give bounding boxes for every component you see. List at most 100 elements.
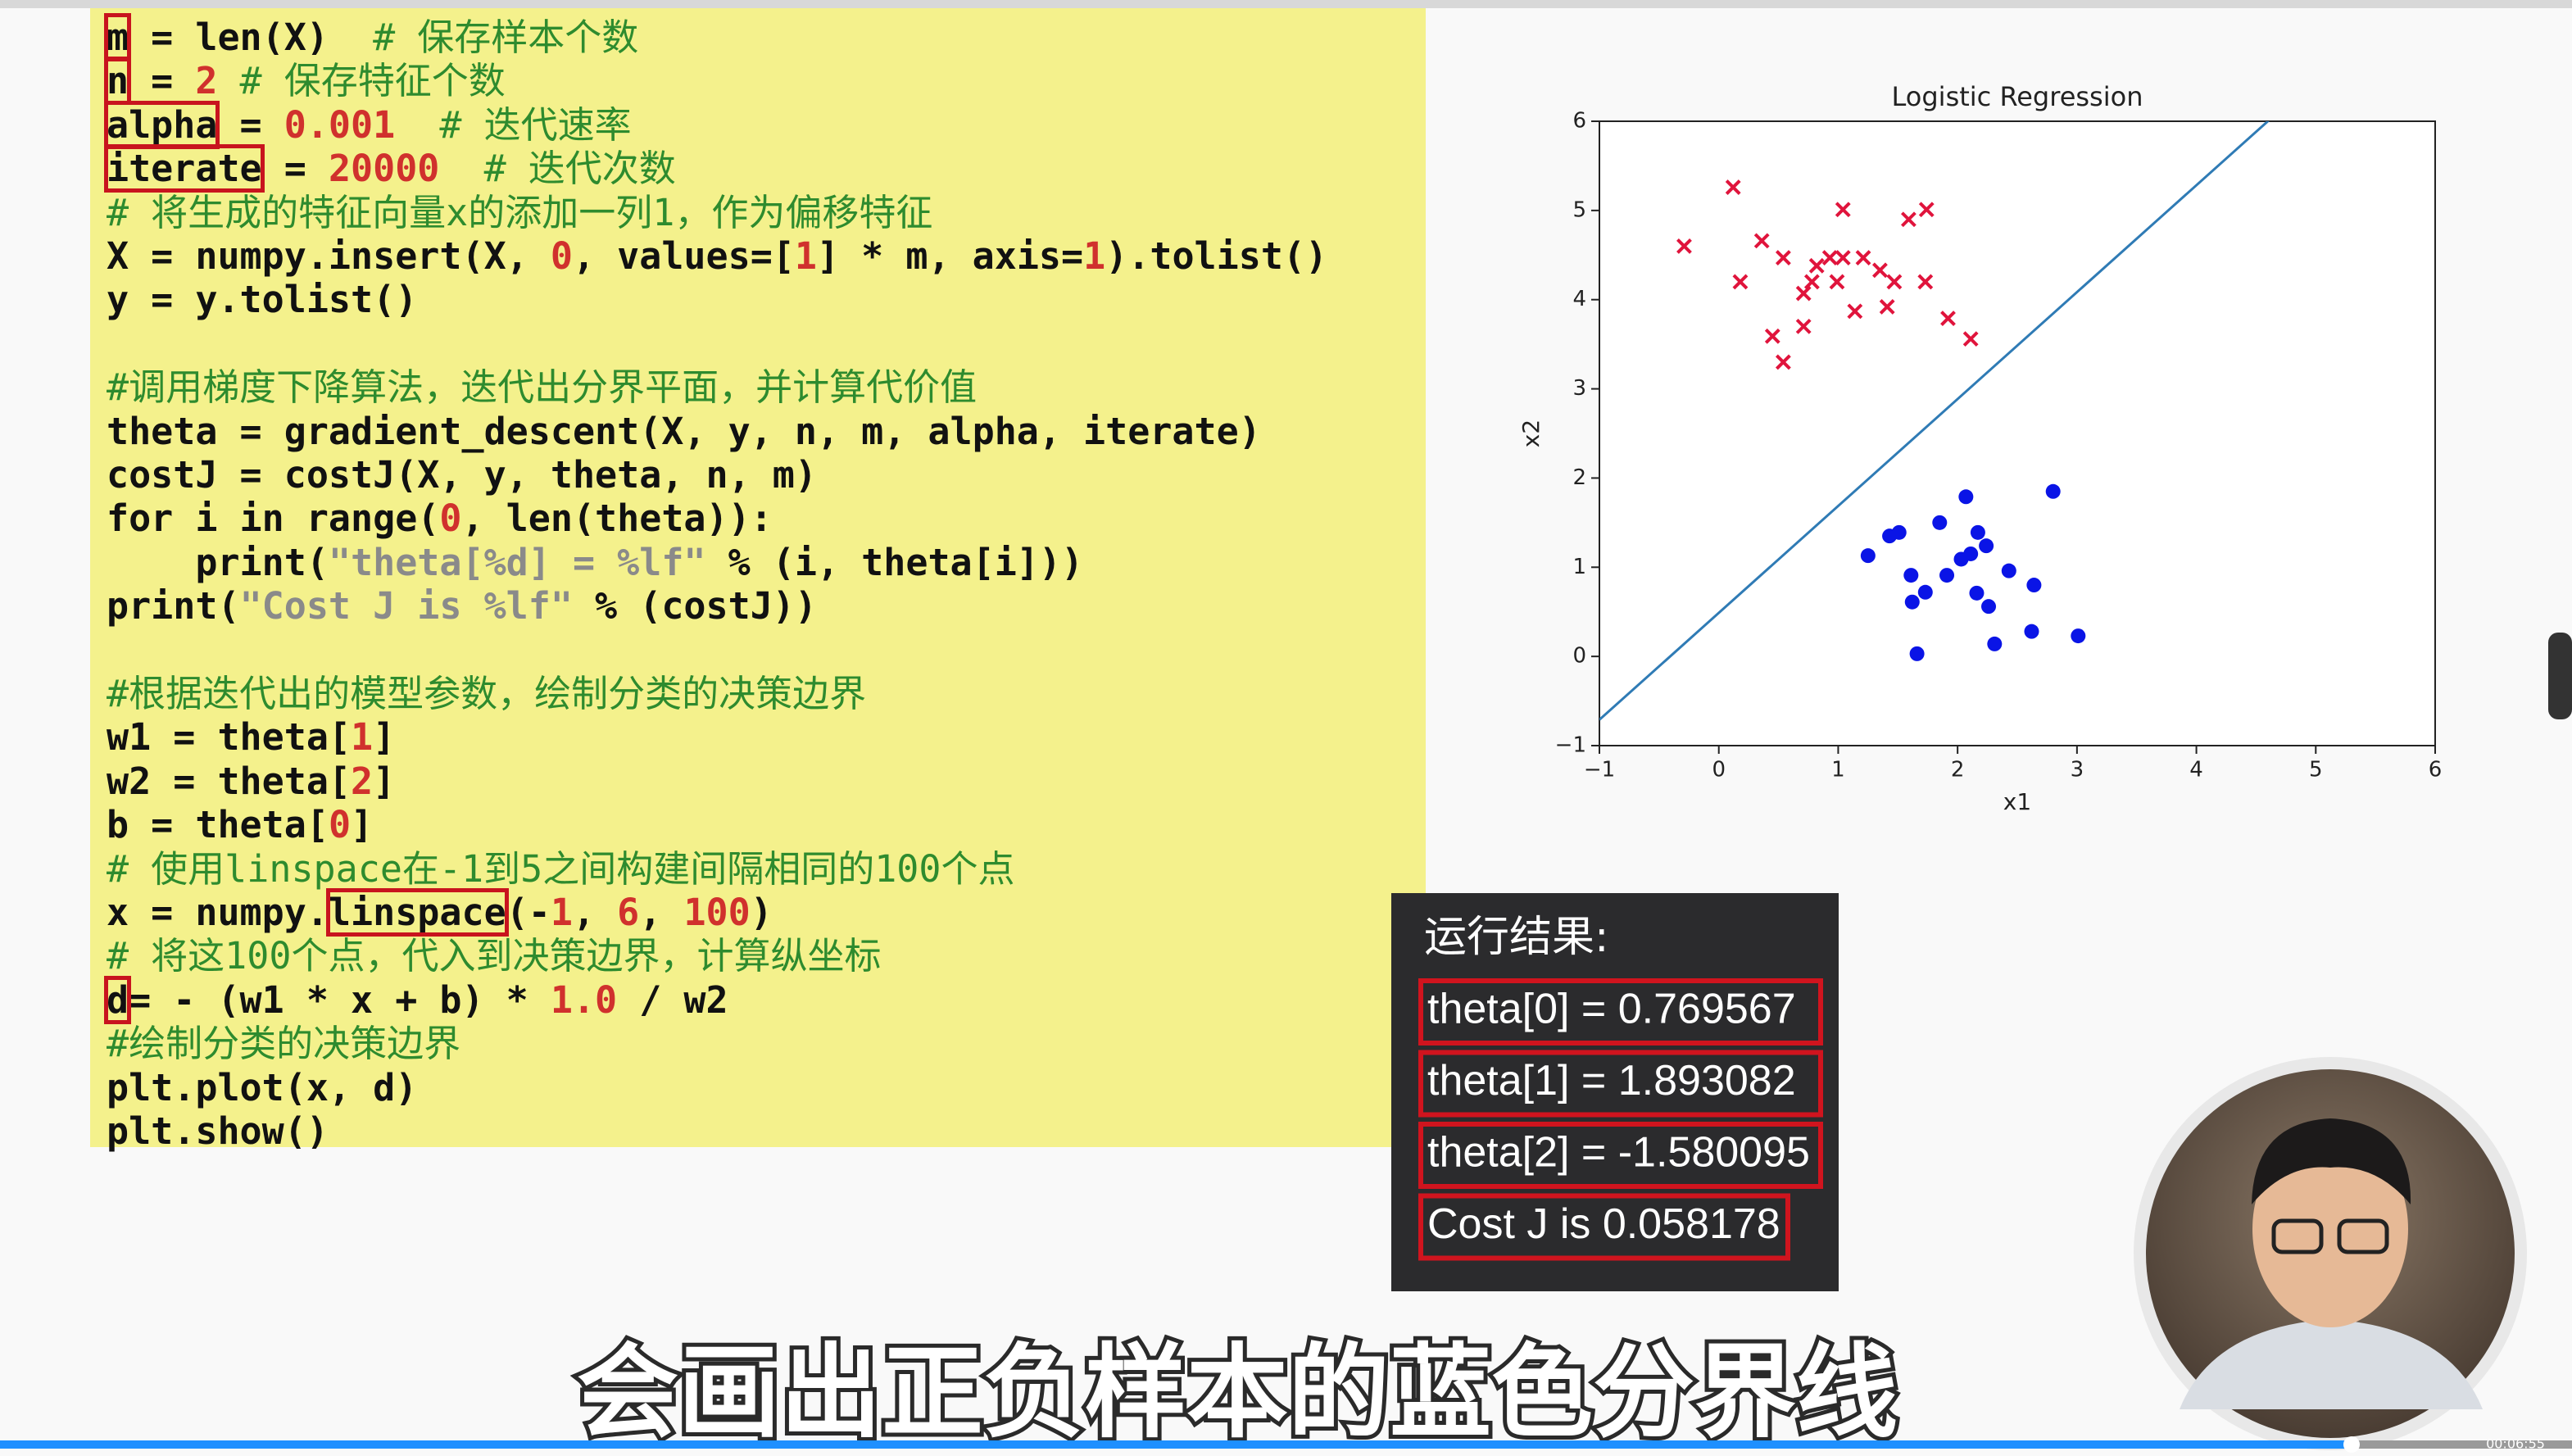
positive-sample (2001, 563, 2016, 578)
negative-sample (1855, 250, 1871, 265)
result-line: theta[2] = -1.580095 (1427, 1129, 1810, 1177)
positive-sample (1909, 646, 1925, 661)
code-token: ).tolist() (1105, 234, 1328, 278)
code-token: # 将这100个点，代入到决策边界，计算纵坐标 (107, 934, 882, 978)
x-tick-label: 1 (1831, 758, 1845, 782)
top-bar (0, 0, 2572, 8)
positive-sample (1939, 568, 1955, 583)
negative-sample (1835, 202, 1851, 218)
negative-sample (1917, 274, 1934, 290)
code-line: # 使用linspace在-1到5之间构建间隔相同的100个点 (107, 847, 1014, 891)
result-line: theta[1] = 1.893082 (1427, 1057, 1796, 1104)
result-text: 运行结果: theta[0] = 0.769567 theta[1] = 1.893… (1418, 913, 1823, 1261)
result-line: Cost J is 0.058178 (1427, 1200, 1780, 1248)
code-token: = - (w1 * x + b) * (129, 977, 551, 1022)
presenter-glasses (2337, 1218, 2389, 1254)
result-line: theta[0] = 0.769567 (1427, 986, 1796, 1033)
code-token: 0.001 (284, 102, 396, 147)
code-token: # 使用linspace在-1到5之间构建间隔相同的100个点 (107, 846, 1015, 891)
code-line: theta = gradient_descent(X, y, n, m, alp… (107, 410, 1261, 453)
code-panel: m = len(X) # 保存样本个数 n = 2 # 保存特征个数 alpha =… (90, 8, 1426, 1153)
code-token: ] * m, axis= (816, 234, 1084, 278)
positive-sample (1987, 636, 2003, 651)
code-token: for i in range( (107, 497, 440, 541)
code-line: for i in range(0, len(theta)): (107, 497, 773, 540)
positive-sample (1917, 584, 1933, 600)
decision-boundary (1599, 121, 2270, 721)
code-token: # 迭代次数 (439, 147, 676, 191)
positive-sample (1979, 538, 1994, 554)
positive-sample (1958, 489, 1974, 505)
code-token: print( (107, 540, 329, 584)
code-line: x = numpy.linspace(-1, 6, 100) (107, 888, 773, 937)
code-line: # 将生成的特征向量x的添加一列1，作为偏移特征 (107, 191, 932, 234)
code-line: plt.plot(x, d) (107, 1066, 417, 1109)
negative-sample (1879, 299, 1895, 315)
highlighted-token: n (103, 57, 132, 106)
negative-sample (1900, 211, 1917, 228)
code-token: 1 (550, 891, 573, 934)
chart: Logistic Regression x1 x2 −1 0 1 2 3 4 5 6 −1 0 1 2 3 4 5… (1517, 81, 2442, 815)
y-tick-label: 4 (1572, 287, 1586, 311)
code-token: ] (351, 803, 374, 847)
positive-sample (1860, 548, 1876, 564)
code-token: 1 (794, 234, 817, 278)
negative-sample (1962, 331, 1979, 347)
x-tick-label: 5 (2309, 758, 2323, 782)
code-line: # 将这100个点，代入到决策边界，计算纵坐标 (107, 934, 881, 977)
y-tick-label: 1 (1572, 555, 1586, 579)
code-line: costJ = costJ(X, y, theta, n, m) (107, 453, 817, 497)
code-token: % (i, theta[i])) (705, 540, 1084, 584)
code-token: , values=[ (572, 234, 795, 278)
code-line: print("Cost J is %lf" % (costJ)) (107, 584, 817, 628)
result-title: 运行结果: (1424, 913, 1609, 962)
code-token: theta = gradient_descent(X, y, n, m, alp… (107, 409, 1261, 453)
code-line: #调用梯度下降算法，迭代出分界平面，并计算代价值 (107, 365, 977, 409)
progress-knob[interactable] (2343, 1436, 2360, 1453)
positive-sample (2026, 578, 2042, 593)
code-token: 2 (351, 759, 374, 803)
positive-sample (2045, 483, 2061, 499)
presenter-face (2252, 1131, 2408, 1327)
positive-sample (1904, 594, 1920, 610)
code-token: , (572, 891, 618, 934)
code-token: plt.show() (107, 1109, 329, 1153)
code-token: print( (107, 584, 240, 628)
negative-sample (1732, 274, 1749, 290)
code-token: w1 = theta[ (107, 715, 352, 760)
code-line: X = numpy.insert(X, 0, values=[1] * m, a… (107, 234, 1327, 278)
positive-sample (1969, 585, 1985, 601)
code-token: 6 (617, 891, 640, 934)
code-token: , (639, 891, 684, 934)
code-token: 2 (195, 59, 218, 103)
y-tick-label: 6 (1572, 109, 1586, 134)
code-token: # 将生成的特征向量x的添加一列1，作为偏移特征 (107, 190, 933, 234)
code-token: ] (373, 715, 396, 760)
code-line: #绘制分类的决策边界 (107, 1022, 460, 1065)
highlighted-token: alpha (103, 100, 220, 149)
negative-sample (1753, 233, 1770, 249)
code-token: 0 (328, 803, 352, 847)
negative-sample (1821, 250, 1838, 265)
code-token: x = numpy. (107, 891, 329, 934)
negative-sample (1835, 250, 1851, 265)
code-line: w2 = theta[2] (107, 760, 395, 803)
code-token: 0 (439, 497, 462, 541)
code-token: / w2 (617, 977, 728, 1022)
negative-sample (1808, 257, 1825, 274)
code-token: y = y.tolist() (107, 278, 418, 322)
side-tab[interactable] (2548, 633, 2572, 719)
negative-sample (1918, 202, 1935, 218)
chart-title: Logistic Regression (1892, 81, 2143, 112)
code-line: #根据迭代出的模型参数，绘制分类的决策边界 (107, 672, 866, 715)
negative-sample (1872, 262, 1888, 279)
code-token: = len(X) (129, 16, 374, 59)
result-highlight (1418, 978, 1823, 1046)
code-token: 1 (351, 715, 374, 760)
code-token: X = numpy.insert(X, (107, 234, 551, 278)
code-token: #调用梯度下降算法，迭代出分界平面，并计算代价值 (107, 365, 978, 410)
x-tick-label: 4 (2189, 758, 2203, 782)
code-line: print("theta[%d] = %lf" % (i, theta[i])) (107, 541, 1083, 584)
code-line: b = theta[0] (107, 803, 373, 846)
